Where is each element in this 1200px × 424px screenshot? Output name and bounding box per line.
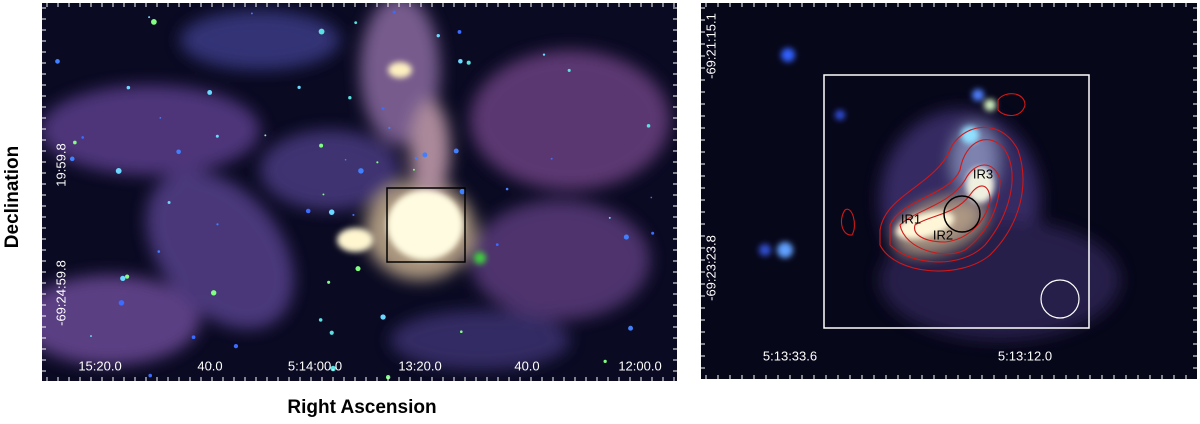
star (628, 325, 633, 331)
region-box (823, 74, 1090, 329)
star (159, 117, 162, 119)
star (381, 106, 385, 111)
y-tick-label: 19:59.8 (53, 143, 68, 186)
star (215, 134, 219, 138)
star (550, 157, 553, 160)
star (191, 335, 196, 340)
star (330, 365, 336, 372)
star (69, 156, 75, 162)
star (328, 209, 335, 215)
star (157, 250, 161, 253)
tick-marks (42, 3, 1197, 381)
star (151, 19, 157, 25)
star (623, 234, 629, 240)
star (210, 363, 213, 366)
star (55, 59, 60, 64)
star (210, 290, 217, 296)
x-tick-label: 5:13:33.6 (763, 348, 817, 363)
x-tick-label: 15:20.0 (78, 358, 121, 373)
y-axis-label: Declination (2, 146, 23, 248)
star (542, 53, 546, 56)
x-tick-label: 40.0 (197, 358, 222, 373)
star (207, 90, 213, 95)
star (216, 223, 219, 226)
star (81, 136, 85, 139)
x-tick-label: 5:13:12.0 (998, 348, 1052, 363)
star (329, 330, 334, 335)
star (495, 243, 499, 247)
contours (840, 93, 1026, 272)
star (388, 126, 391, 130)
star (505, 187, 509, 191)
right-image: IR1 IR2 IR3 (701, 3, 1197, 379)
star (392, 10, 396, 14)
source-label: IR3 (973, 166, 993, 181)
star (115, 168, 122, 174)
stars (55, 10, 655, 380)
star (457, 30, 462, 34)
star (148, 16, 151, 19)
star (348, 96, 352, 100)
x-tick-label: 13:20.0 (398, 358, 441, 373)
star (355, 266, 361, 272)
zoom-box (386, 187, 466, 263)
star (352, 213, 355, 217)
star (318, 28, 325, 35)
y-tick-label: -69:23:23.8 (703, 235, 718, 301)
star (125, 274, 130, 279)
y-tick-label: -69:24:59.8 (53, 260, 68, 326)
star (327, 280, 331, 284)
star (603, 359, 607, 363)
star (120, 275, 126, 282)
star (176, 149, 181, 155)
star (651, 231, 655, 235)
star (412, 168, 415, 171)
star (250, 12, 253, 15)
y-tick-label: -69:21:15.1 (703, 13, 718, 79)
star (422, 152, 428, 158)
star (354, 21, 358, 25)
star (126, 85, 131, 90)
star (567, 68, 571, 72)
star (167, 200, 171, 204)
x-axis-label: Right Ascension (287, 397, 436, 418)
star (319, 143, 324, 148)
star (344, 158, 347, 161)
star (264, 134, 267, 137)
star (376, 161, 379, 164)
x-tick-label: 12:00.0 (618, 358, 661, 373)
star (233, 343, 239, 349)
star (608, 216, 611, 219)
beam-circle (1040, 279, 1080, 319)
star (297, 85, 301, 90)
position-circle (943, 195, 981, 233)
star (118, 300, 125, 306)
star (90, 335, 92, 338)
star (380, 314, 386, 320)
star (73, 140, 77, 145)
star (305, 208, 311, 214)
star (318, 318, 323, 322)
x-tick-label: 5:14:00.0 (288, 358, 342, 373)
star (650, 196, 653, 199)
star (458, 58, 463, 64)
x-tick-label: 40.0 (514, 358, 539, 373)
star (459, 330, 463, 334)
star (436, 33, 440, 38)
source-label: IR2 (933, 227, 953, 242)
star (358, 168, 364, 174)
star (466, 60, 471, 65)
source-label: IR1 (901, 211, 921, 226)
star (322, 193, 325, 196)
left-image (42, 3, 677, 381)
star (453, 148, 459, 154)
star (148, 373, 152, 378)
star (459, 188, 466, 195)
star (414, 156, 418, 160)
star (646, 124, 651, 128)
